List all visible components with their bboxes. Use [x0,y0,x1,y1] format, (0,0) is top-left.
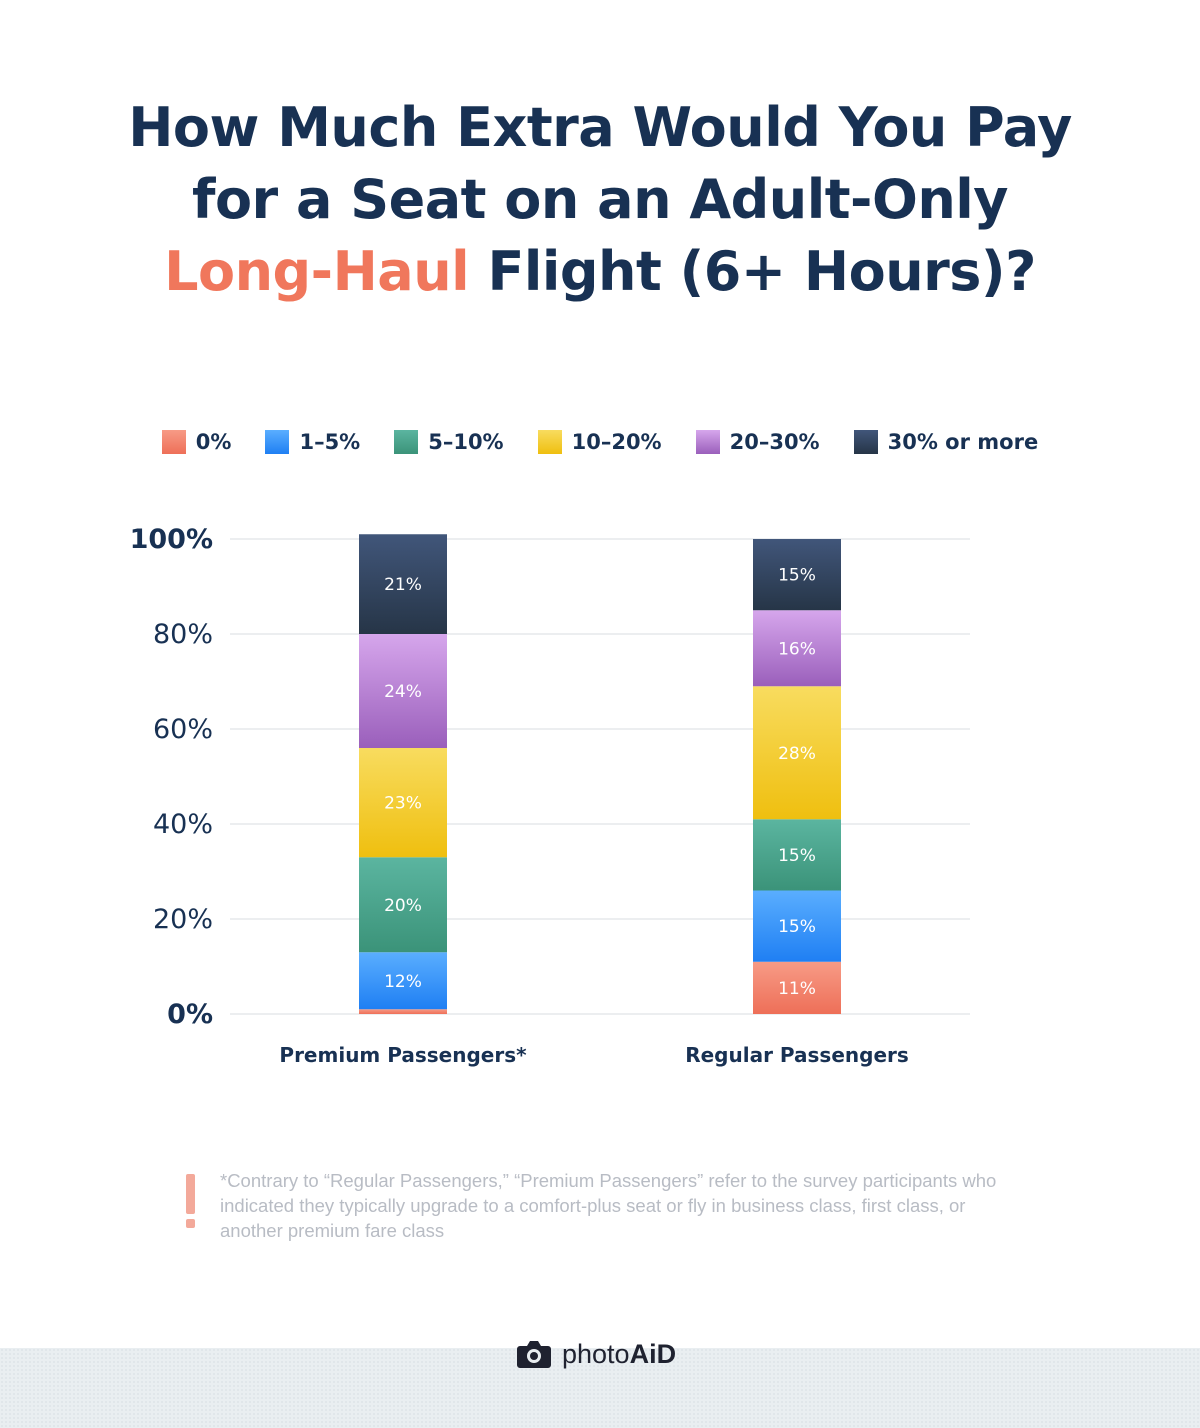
bar-segment [359,952,447,1010]
legend-item: 10–20% [537,430,662,454]
data-label: 23% [384,794,422,814]
legend-item: 1–5% [265,430,360,454]
x-category-label: Premium Passengers* [279,1043,527,1067]
footnote-text: *Contrary to “Regular Passengers,” “Prem… [220,1170,997,1241]
title-line-2: for a Seat on an Adult-Only [191,168,1009,231]
legend-swatch [695,430,720,454]
bar-segment [753,686,841,820]
data-label: 21% [384,575,422,595]
y-tick-label: 80% [153,619,213,650]
legend-label: 30% or more [887,430,1039,454]
bar-segment [753,961,841,1014]
footer [0,1348,1200,1428]
data-label: 15% [778,917,816,937]
legend-label: 10–20% [571,430,662,454]
bar-segment [359,634,447,748]
data-label: 28% [778,744,816,764]
data-label: 24% [384,682,422,702]
legend-swatch [265,430,290,454]
y-tick-label: 20% [153,904,213,935]
title-highlight: Long-Haul [164,240,470,303]
bar-segment [359,534,447,634]
bar-segment [753,890,841,962]
data-label: 11% [778,979,816,999]
camera-icon [517,1341,551,1368]
bar-segment [359,857,447,953]
brand-name: photoAiD [562,1338,677,1369]
brand-logo: photoAiD [516,1334,676,1374]
bar-segment [753,610,841,687]
chart-title: How Much Extra Would You Pay for a Seat … [0,92,1200,308]
legend-swatch [853,430,878,454]
legend-swatch [537,430,562,454]
legend-label: 1–5% [299,430,361,454]
legend-item: 5–10% [394,430,504,454]
bar-segment [359,748,447,858]
data-label: 15% [778,566,816,586]
footnote: *Contrary to “Regular Passengers,” “Prem… [186,1168,1046,1241]
title-line-1: How Much Extra Would You Pay [128,96,1072,159]
y-tick-label: 60% [153,714,213,745]
legend-item: 20–30% [695,430,820,454]
bar-segment [359,1009,447,1014]
data-label: 20% [384,896,422,916]
y-tick-label: 100% [130,524,213,555]
legend: 0% 1–5% 5–10% 10–20% 20–30% 30% or more [0,430,1200,454]
legend-swatch [161,430,186,454]
legend-item: 30% or more [853,430,1039,454]
y-tick-label: 40% [153,809,213,840]
legend-item: 0% [161,430,232,454]
data-label: 12% [384,972,422,992]
exclamation-icon [186,1174,196,1228]
stacked-bar-chart: 0% 20% 40% 60% 80% 100% 12% 20% 23% 24% 21% Premium… [130,524,970,1067]
data-label: 15% [778,846,816,866]
legend-swatch [394,430,419,454]
y-tick-label: 0% [167,999,213,1030]
legend-label: 20–30% [729,430,820,454]
title-line-3: Flight (6+ Hours)? [469,240,1036,303]
data-label: 16% [778,639,816,659]
bar-segment [753,539,841,611]
x-category-label: Regular Passengers [685,1043,909,1067]
legend-label: 5–10% [428,430,504,454]
bar-segment [753,819,841,891]
legend-label: 0% [195,430,232,454]
